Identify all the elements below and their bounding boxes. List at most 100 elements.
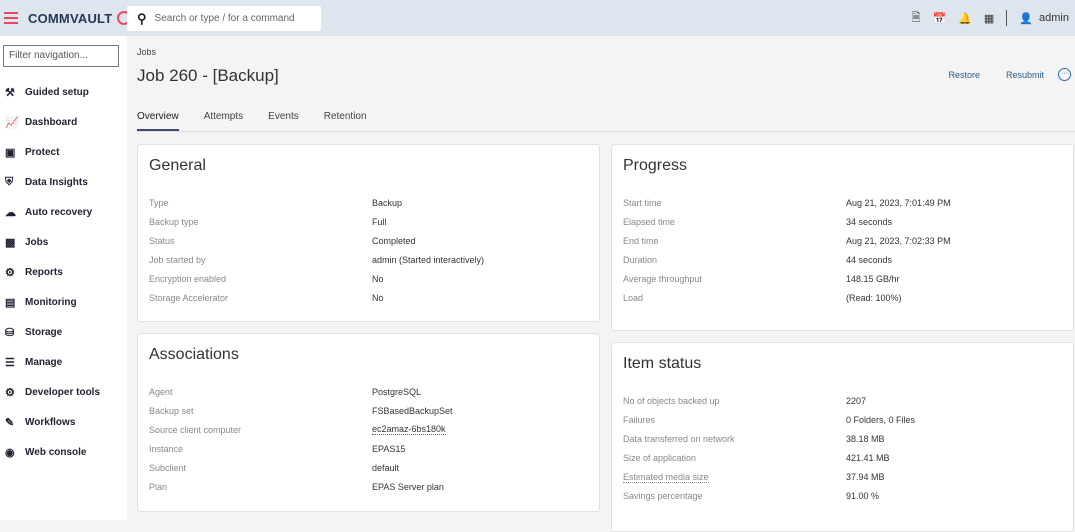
field-value: PostgreSQL xyxy=(372,386,422,397)
field-value: 91.00 % xyxy=(846,490,880,501)
field-value: 34 seconds xyxy=(846,216,893,227)
more-options-icon[interactable]: ··· xyxy=(1058,68,1071,81)
tab-events[interactable]: Events xyxy=(268,111,299,122)
recovery-icon: ☁ xyxy=(5,206,16,219)
dashboard-icon[interactable]: ▦ xyxy=(983,12,995,25)
resubmit-button[interactable]: Resubmit xyxy=(1005,69,1044,80)
field-label: Job started by xyxy=(149,254,206,265)
field-value: admin (Started interactively) xyxy=(372,254,485,265)
tab-retention[interactable]: Retention xyxy=(323,111,367,122)
sidebar-item-label: Data Insights xyxy=(25,176,88,188)
report-icon[interactable]: 🗎 xyxy=(911,11,921,24)
sidebar-item-label: Guided setup xyxy=(25,86,89,98)
tabs: Overview Attempts Events Retention xyxy=(137,111,1075,132)
field-value: (Read: 100%) xyxy=(846,292,902,303)
sidebar: Filter navigation... ⚒ Guided setup 📈 Dashb… xyxy=(0,36,127,520)
tools-icon: ⚒ xyxy=(5,86,15,99)
sidebar-item-protect[interactable]: ▣ Protect xyxy=(0,137,127,167)
sidebar-item-label: Storage xyxy=(25,326,63,338)
field-value: 38.18 MB xyxy=(846,433,885,444)
field-row: Storage Accelerator No xyxy=(149,288,588,307)
sidebar-item-data-insights[interactable]: ⛨ Data Insights xyxy=(0,167,127,197)
field-value: No xyxy=(372,292,384,303)
sidebar-item-dashboard[interactable]: 📈 Dashboard xyxy=(0,107,127,137)
sidebar-item-label: Dashboard xyxy=(25,116,78,128)
breadcrumb[interactable]: Jobs xyxy=(137,47,157,57)
general-card: General Type Backup Backup type Full Status Co… xyxy=(137,144,600,322)
sidebar-item-label: Auto recovery xyxy=(25,206,93,218)
search-input[interactable]: ⚲ Search or type / for a command xyxy=(127,6,321,31)
field-label: Data transferred on network xyxy=(623,433,735,444)
menu-icon[interactable] xyxy=(4,9,18,27)
card-title: Progress xyxy=(623,157,688,174)
field-value: 148.15 GB/hr xyxy=(846,273,900,284)
field-value: EPAS Server plan xyxy=(372,481,444,492)
sidebar-item-guided-setup[interactable]: ⚒ Guided setup xyxy=(0,77,127,107)
field-row: Start time Aug 21, 2023, 7:01:49 PM xyxy=(623,193,1062,212)
bell-icon[interactable]: 🔔 xyxy=(958,12,972,25)
filter-navigation-input[interactable]: Filter navigation... xyxy=(3,45,119,67)
field-value: 44 seconds xyxy=(846,254,893,265)
field-row: Agent PostgreSQL xyxy=(149,382,588,401)
field-label: Average throughput xyxy=(623,273,702,284)
field-row: Backup set FSBasedBackupSet xyxy=(149,401,588,420)
brand-logo: COMMVAULT xyxy=(28,10,113,26)
field-value: Completed xyxy=(372,235,416,246)
field-row: Duration 44 seconds xyxy=(623,250,1062,269)
globe-icon: ◉ xyxy=(5,446,15,459)
field-label: Status xyxy=(149,235,175,246)
tab-overview[interactable]: Overview xyxy=(137,111,179,131)
sidebar-item-manage[interactable]: ☰ Manage xyxy=(0,347,127,377)
field-row: Elapsed time 34 seconds xyxy=(623,212,1062,231)
item-status-card: Item status No of objects backed up 2207 Fa… xyxy=(611,342,1074,532)
sidebar-item-reports[interactable]: ⚙ Reports xyxy=(0,257,127,287)
field-row: Type Backup xyxy=(149,193,588,212)
monitor-icon: ▤ xyxy=(5,296,16,309)
card-title: General xyxy=(149,157,206,174)
top-bar: COMMVAULT ⚲ Search or type / for a comman… xyxy=(0,0,1075,36)
field-label: Savings percentage xyxy=(623,490,703,501)
field-value: 2207 xyxy=(846,395,867,406)
sidebar-item-workflows[interactable]: ✎ Workflows xyxy=(0,407,127,437)
field-row: Source client computer ec2amaz-6bs180k xyxy=(149,420,588,439)
restore-button[interactable]: Restore xyxy=(948,69,980,80)
field-label: Instance xyxy=(149,443,184,454)
field-label: Type xyxy=(149,197,169,208)
progress-card: Progress Start time Aug 21, 2023, 7:01:49 … xyxy=(611,144,1074,331)
sidebar-item-jobs[interactable]: ▩ Jobs xyxy=(0,227,127,257)
field-value: Aug 21, 2023, 7:02:33 PM xyxy=(846,235,951,246)
sidebar-item-developer-tools[interactable]: ⚙ Developer tools xyxy=(0,377,127,407)
sidebar-item-label: Protect xyxy=(25,146,60,158)
field-row: Data transferred on network 38.18 MB xyxy=(623,429,1062,448)
field-label: Elapsed time xyxy=(623,216,676,227)
sidebar-item-label: Monitoring xyxy=(25,296,77,308)
search-icon: ⚲ xyxy=(137,10,147,26)
field-row: Estimated media size 37.94 MB xyxy=(623,467,1062,486)
sidebar-item-monitoring[interactable]: ▤ Monitoring xyxy=(0,287,127,317)
tab-attempts[interactable]: Attempts xyxy=(203,111,244,122)
field-label: Backup set xyxy=(149,405,194,416)
sliders-icon: ☰ xyxy=(5,356,15,369)
field-label: Failures xyxy=(623,414,656,425)
client-link[interactable]: ec2amaz-6bs180k xyxy=(372,424,446,435)
sidebar-item-web-console[interactable]: ◉ Web console xyxy=(0,437,127,467)
sidebar-item-storage[interactable]: ⛁ Storage xyxy=(0,317,127,347)
user-menu[interactable]: admin xyxy=(1039,12,1069,24)
sidebar-item-label: Developer tools xyxy=(25,386,101,398)
field-label: Load xyxy=(623,292,644,303)
field-label: Plan xyxy=(149,481,168,492)
field-label: End time xyxy=(623,235,659,246)
sidebar-item-label: Jobs xyxy=(25,236,49,248)
field-row: Size of application 421.41 MB xyxy=(623,448,1062,467)
field-row: No of objects backed up 2207 xyxy=(623,391,1062,410)
briefcase-icon: ▩ xyxy=(5,236,16,249)
field-row: Status Completed xyxy=(149,231,588,250)
field-row: End time Aug 21, 2023, 7:02:33 PM xyxy=(623,231,1062,250)
field-label: Estimated media size xyxy=(623,471,709,483)
schedule-icon[interactable]: 📅 xyxy=(932,12,947,25)
field-value: Aug 21, 2023, 7:01:49 PM xyxy=(846,197,951,208)
sidebar-item-auto-recovery[interactable]: ☁ Auto recovery xyxy=(0,197,127,227)
field-value: Backup xyxy=(372,197,403,208)
field-value: 37.94 MB xyxy=(846,471,885,482)
field-row: Savings percentage 91.00 % xyxy=(623,486,1062,505)
